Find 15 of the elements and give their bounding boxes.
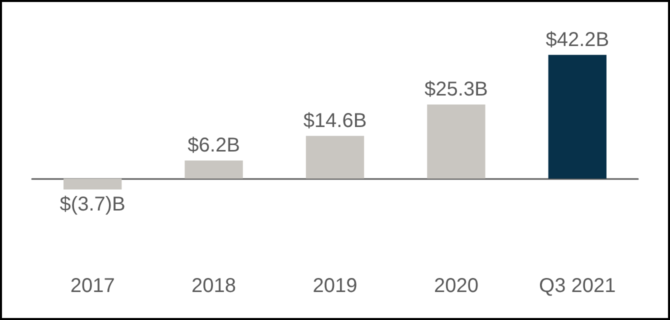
data-label: $14.6B — [303, 110, 367, 132]
bar — [548, 54, 606, 179]
data-label: $42.2B — [546, 28, 610, 51]
bar — [184, 160, 243, 179]
data-label: $6.2B — [188, 134, 240, 156]
x-tick-label: 2018 — [192, 275, 236, 297]
x-tick-label: 2019 — [312, 275, 358, 297]
bar — [427, 104, 486, 179]
data-label: $(3.7)B — [60, 194, 126, 216]
x-tick-label: Q3 2021 — [539, 275, 616, 297]
bar — [64, 178, 122, 190]
x-tick-label: 2020 — [434, 275, 478, 297]
data-label: $25.3B — [424, 78, 488, 100]
bar — [306, 136, 364, 179]
x-tick-label: 2017 — [70, 275, 115, 297]
